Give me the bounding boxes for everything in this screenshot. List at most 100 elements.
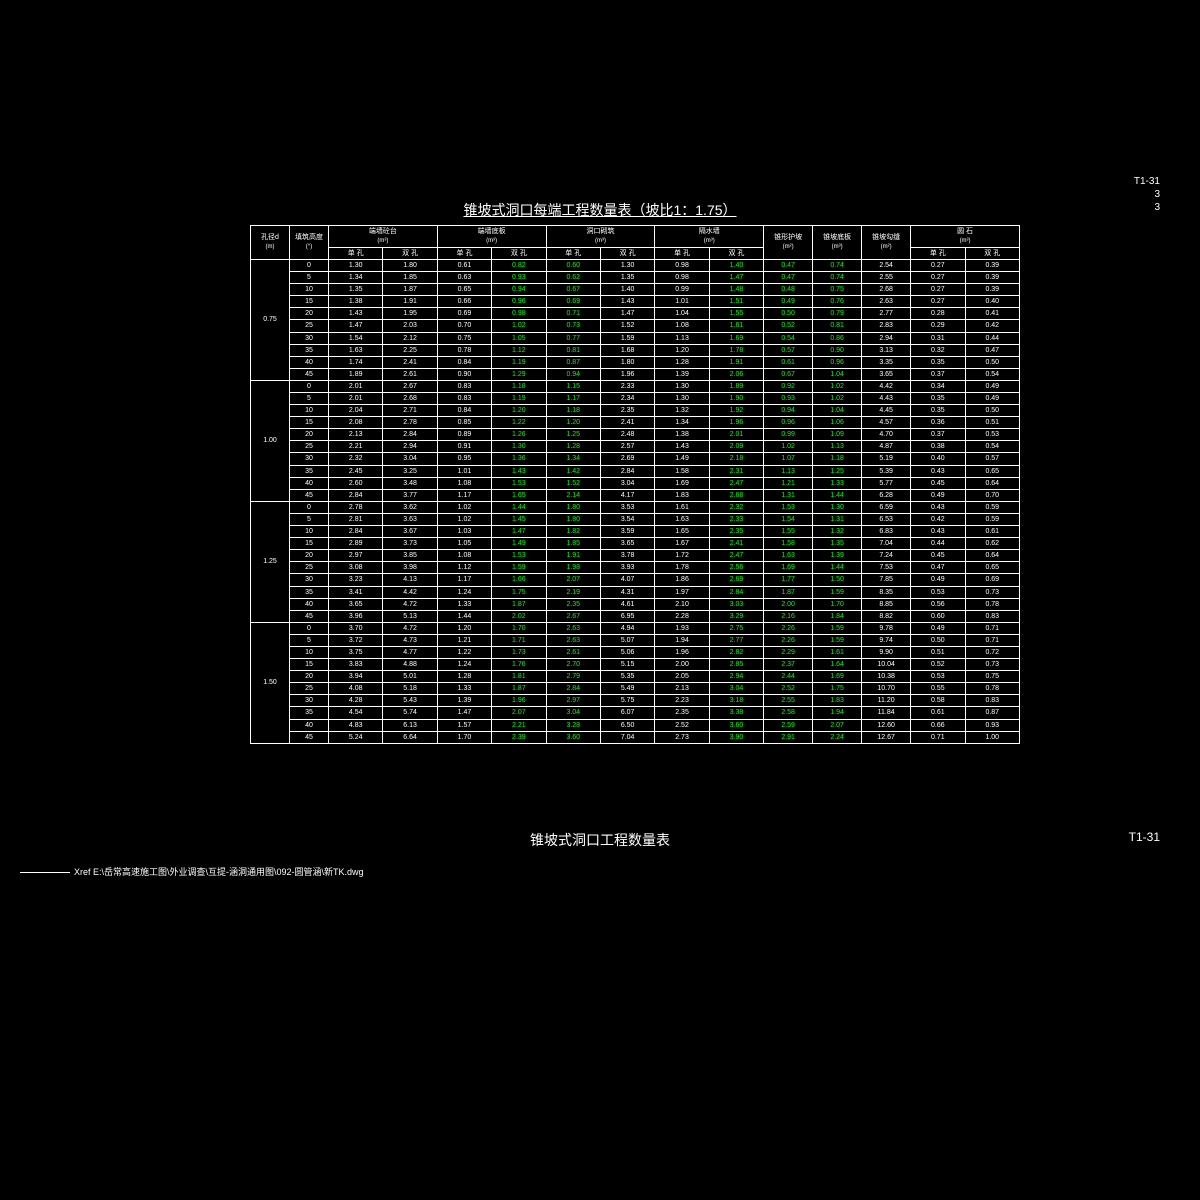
data-cell: 3.72 bbox=[329, 634, 383, 646]
table-header-cell: 端墙底板(m³) bbox=[437, 226, 546, 248]
data-cell: 1.22 bbox=[492, 417, 546, 429]
data-cell: 2.68 bbox=[862, 284, 911, 296]
data-cell: 4.07 bbox=[600, 574, 654, 586]
data-cell: 1.34 bbox=[329, 272, 383, 284]
data-cell: 2.63 bbox=[546, 622, 600, 634]
data-cell: 1.20 bbox=[437, 622, 491, 634]
data-cell: 1.58 bbox=[655, 465, 709, 477]
data-cell: 2.82 bbox=[709, 646, 763, 658]
data-cell: 6.13 bbox=[383, 719, 437, 731]
table-row: 401.742.410.841.190.871.801.281.910.610.… bbox=[251, 356, 1020, 368]
data-cell: 1.47 bbox=[709, 272, 763, 284]
data-cell: 10.04 bbox=[862, 659, 911, 671]
data-cell: 0.90 bbox=[813, 344, 862, 356]
data-cell: 1.53 bbox=[764, 501, 813, 513]
data-cell: 5.18 bbox=[383, 683, 437, 695]
data-cell: 1.48 bbox=[709, 284, 763, 296]
table-header-cell: 锥坡勾缝(m²) bbox=[862, 226, 911, 260]
data-cell: 1.87 bbox=[492, 598, 546, 610]
data-cell: 0.65 bbox=[965, 465, 1019, 477]
table-row: 201.431.950.690.980.711.471.041.550.500.… bbox=[251, 308, 1020, 320]
data-cell: 1.43 bbox=[492, 465, 546, 477]
data-cell: 2.55 bbox=[862, 272, 911, 284]
data-cell: 3.96 bbox=[329, 610, 383, 622]
data-cell: 2.60 bbox=[329, 477, 383, 489]
data-cell: 0.93 bbox=[764, 393, 813, 405]
data-cell: 2.34 bbox=[600, 393, 654, 405]
data-cell: 2.24 bbox=[813, 731, 862, 743]
data-cell: 2.48 bbox=[600, 429, 654, 441]
data-cell: 1.84 bbox=[813, 610, 862, 622]
data-cell: 2.01 bbox=[329, 380, 383, 392]
data-cell: 1.40 bbox=[600, 284, 654, 296]
data-cell: 3.04 bbox=[600, 477, 654, 489]
table-header-cell: 锥形护坡(m²) bbox=[764, 226, 813, 260]
data-cell: 1.67 bbox=[655, 538, 709, 550]
data-cell: 0.29 bbox=[911, 320, 965, 332]
table-header-cell: 圆 石(m³) bbox=[911, 226, 1020, 248]
data-cell: 1.39 bbox=[655, 368, 709, 380]
data-cell: 1.91 bbox=[546, 550, 600, 562]
data-cell: 1.08 bbox=[655, 320, 709, 332]
data-cell: 2.25 bbox=[383, 344, 437, 356]
data-cell: 3.03 bbox=[709, 598, 763, 610]
data-cell: 1.28 bbox=[437, 671, 491, 683]
data-cell: 0.75 bbox=[813, 284, 862, 296]
data-cell: 1.35 bbox=[329, 284, 383, 296]
data-cell: 2.02 bbox=[492, 610, 546, 622]
table-header-cell: 单 孔 bbox=[546, 247, 600, 259]
data-cell: 1.80 bbox=[383, 259, 437, 271]
data-cell: 2.56 bbox=[709, 562, 763, 574]
data-cell: 2.52 bbox=[764, 683, 813, 695]
data-cell: 1.59 bbox=[600, 332, 654, 344]
data-cell: 1.95 bbox=[383, 308, 437, 320]
data-cell: 15 bbox=[290, 538, 329, 550]
data-cell: 4.88 bbox=[383, 659, 437, 671]
page-ref-block: T1-31 3 3 bbox=[1134, 175, 1160, 214]
data-cell: 0.35 bbox=[911, 356, 965, 368]
data-cell: 1.83 bbox=[655, 489, 709, 501]
data-cell: 2.97 bbox=[329, 550, 383, 562]
table-row: 455.246.641.702.393.607.042.733.902.912.… bbox=[251, 731, 1020, 743]
data-cell: 2.84 bbox=[546, 683, 600, 695]
data-cell: 0.60 bbox=[911, 610, 965, 622]
data-cell: 1.83 bbox=[813, 695, 862, 707]
page-ref-1: T1-31 bbox=[1134, 175, 1160, 188]
data-cell: 0.72 bbox=[965, 646, 1019, 658]
data-cell: 1.89 bbox=[709, 380, 763, 392]
table-row: 52.012.680.831.191.172.341.301.900.931.0… bbox=[251, 393, 1020, 405]
data-cell: 0.48 bbox=[764, 284, 813, 296]
data-cell: 1.61 bbox=[709, 320, 763, 332]
table-row: 253.083.981.121.591.983.931.782.561.691.… bbox=[251, 562, 1020, 574]
data-cell: 0.84 bbox=[437, 405, 491, 417]
data-cell: 2.52 bbox=[655, 719, 709, 731]
data-cell: 0.42 bbox=[911, 513, 965, 525]
data-cell: 0.57 bbox=[764, 344, 813, 356]
data-cell: 0.57 bbox=[965, 453, 1019, 465]
data-cell: 0.65 bbox=[437, 284, 491, 296]
table-header-cell: 单 孔 bbox=[329, 247, 383, 259]
data-cell: 8.85 bbox=[862, 598, 911, 610]
data-cell: 15 bbox=[290, 296, 329, 308]
table-row: 1.0002.012.670.831.181.152.331.301.890.9… bbox=[251, 380, 1020, 392]
data-cell: 3.35 bbox=[862, 356, 911, 368]
data-cell: 0.52 bbox=[911, 659, 965, 671]
data-cell: 2.97 bbox=[546, 695, 600, 707]
data-cell: 0.61 bbox=[965, 526, 1019, 538]
data-cell: 2.16 bbox=[764, 610, 813, 622]
data-cell: 4.42 bbox=[862, 380, 911, 392]
data-cell: 0.83 bbox=[437, 380, 491, 392]
data-cell: 0.78 bbox=[965, 598, 1019, 610]
data-cell: 2.47 bbox=[709, 477, 763, 489]
data-cell: 6.07 bbox=[600, 707, 654, 719]
data-cell: 4.57 bbox=[862, 417, 911, 429]
table-header-cell: 双 孔 bbox=[600, 247, 654, 259]
data-cell: 4.17 bbox=[600, 489, 654, 501]
table-header-cell: 单 孔 bbox=[655, 247, 709, 259]
data-cell: 0.91 bbox=[437, 441, 491, 453]
data-cell: 0.27 bbox=[911, 296, 965, 308]
data-cell: 12.60 bbox=[862, 719, 911, 731]
data-cell: 1.75 bbox=[492, 586, 546, 598]
data-cell: 2.79 bbox=[546, 671, 600, 683]
data-cell: 0.59 bbox=[965, 501, 1019, 513]
